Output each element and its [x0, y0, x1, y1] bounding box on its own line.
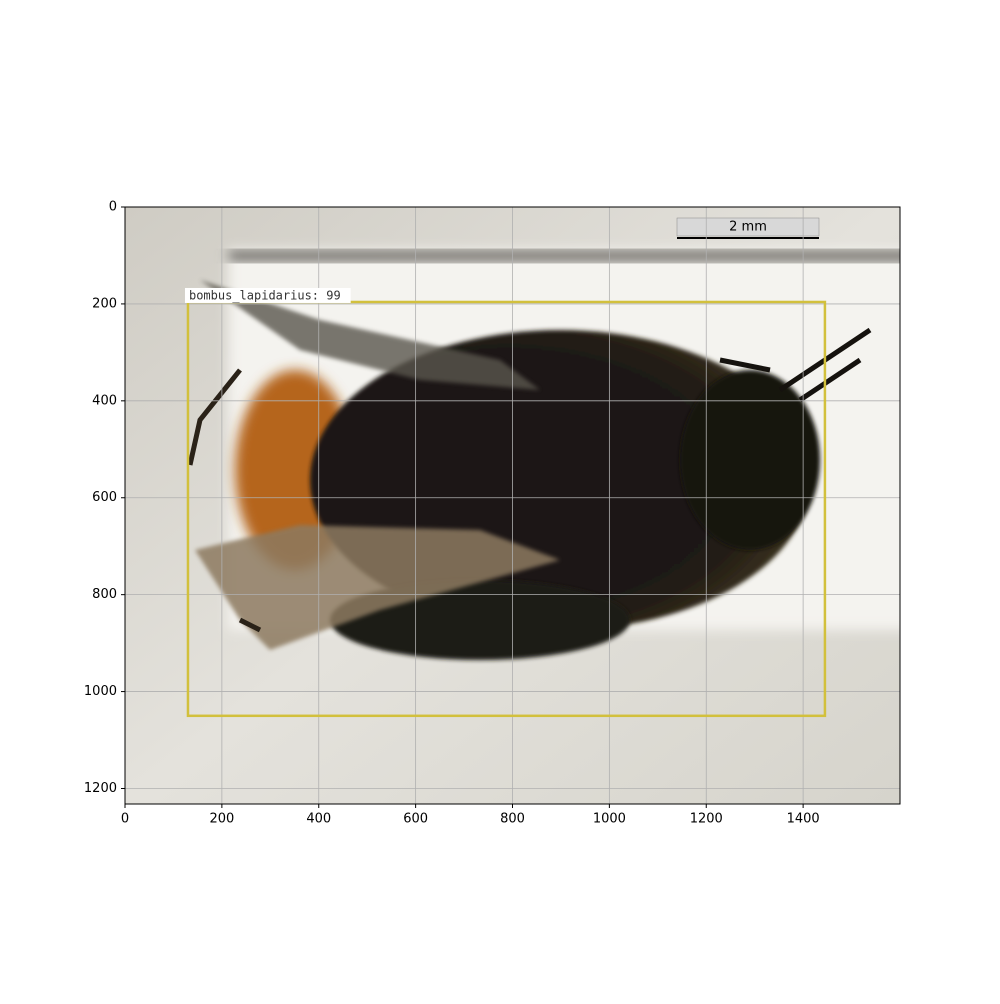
grid — [124, 206, 900, 804]
x-tick-label: 800 — [500, 812, 525, 827]
x-tick-label: 1200 — [690, 812, 723, 827]
x-tick-label: 400 — [306, 812, 331, 827]
photo: 2 mm — [125, 207, 900, 804]
y-tick-label: 200 — [92, 296, 117, 311]
y-tick-label: 1000 — [84, 684, 117, 699]
scale-bar-label: 2 mm — [729, 220, 767, 235]
x-tick-label: 0 — [121, 812, 129, 827]
y-tick-label: 0 — [109, 200, 117, 215]
x-tick-label: 600 — [403, 812, 428, 827]
box-label-bg — [184, 287, 351, 303]
x-tick-label: 1000 — [593, 812, 626, 827]
box-label: bombus_lapidarius: 99 — [189, 288, 341, 302]
ticks: 0 200 400 600 800 1000 1200 1400 0 200 400 600 800 10… — [84, 200, 820, 827]
detections: bombus_lapidarius: 99 — [184, 287, 827, 718]
y-tick-label: 800 — [92, 587, 117, 602]
bounding-box — [186, 300, 827, 718]
y-tick-label: 1200 — [84, 781, 117, 796]
x-tick-label: 1400 — [787, 812, 820, 827]
y-tick-label: 400 — [92, 393, 117, 408]
x-tick-label: 200 — [209, 812, 234, 827]
y-tick-label: 600 — [92, 490, 117, 505]
